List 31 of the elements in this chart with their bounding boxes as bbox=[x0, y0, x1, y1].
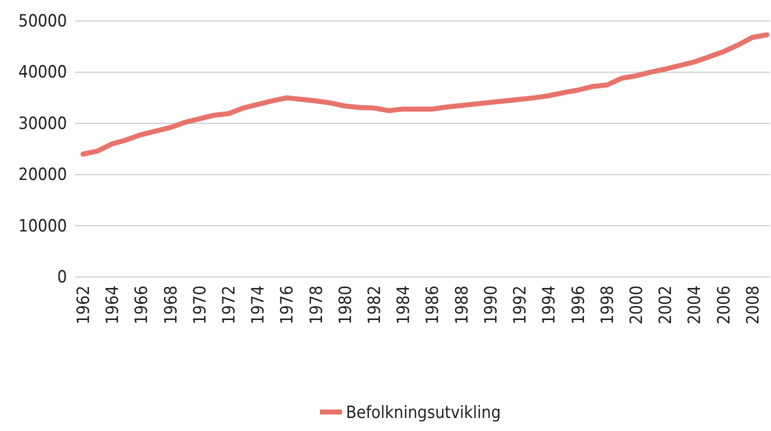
y-tick-label: 20000 bbox=[18, 165, 67, 186]
y-tick-label: 0 bbox=[57, 267, 67, 288]
x-tick-label: 1998 bbox=[598, 286, 618, 324]
x-tick-label: 1978 bbox=[306, 286, 327, 324]
x-tick-label: 1990 bbox=[481, 286, 502, 324]
x-tick-label: 1984 bbox=[394, 286, 414, 324]
y-tick-label: 10000 bbox=[18, 216, 67, 236]
x-tick-label: 1980 bbox=[336, 286, 356, 324]
x-tick-label: 1996 bbox=[568, 286, 589, 324]
x-tick-label: 1988 bbox=[452, 286, 472, 324]
x-tick-label: 1968 bbox=[161, 286, 182, 324]
x-tick-label: 1964 bbox=[103, 286, 124, 324]
x-tick-label: 2004 bbox=[685, 286, 706, 324]
x-tick-label: 2006 bbox=[714, 286, 734, 324]
x-tick-label: 2002 bbox=[656, 286, 676, 324]
x-tick-label: 1970 bbox=[190, 286, 210, 324]
y-tick-label: 50000 bbox=[18, 11, 67, 32]
x-tick-label: 1974 bbox=[248, 286, 269, 324]
x-tick-label: 2000 bbox=[626, 286, 647, 324]
y-tick-label: 40000 bbox=[18, 62, 67, 83]
x-tick-label: 1972 bbox=[219, 286, 240, 324]
x-tick-label: 1994 bbox=[540, 286, 560, 324]
x-tick-label: 1962 bbox=[74, 286, 94, 324]
x-tick-label: 2008 bbox=[743, 286, 764, 324]
x-tick-label: 1976 bbox=[278, 286, 298, 324]
x-tick-label: 1966 bbox=[132, 286, 152, 324]
legend-label: Befolkningsutvikling bbox=[346, 402, 501, 423]
x-tick-label: 1982 bbox=[365, 286, 386, 324]
y-tick-label: 30000 bbox=[18, 114, 67, 134]
x-tick-label: 1986 bbox=[423, 286, 444, 324]
x-tick-label: 1992 bbox=[510, 286, 531, 324]
